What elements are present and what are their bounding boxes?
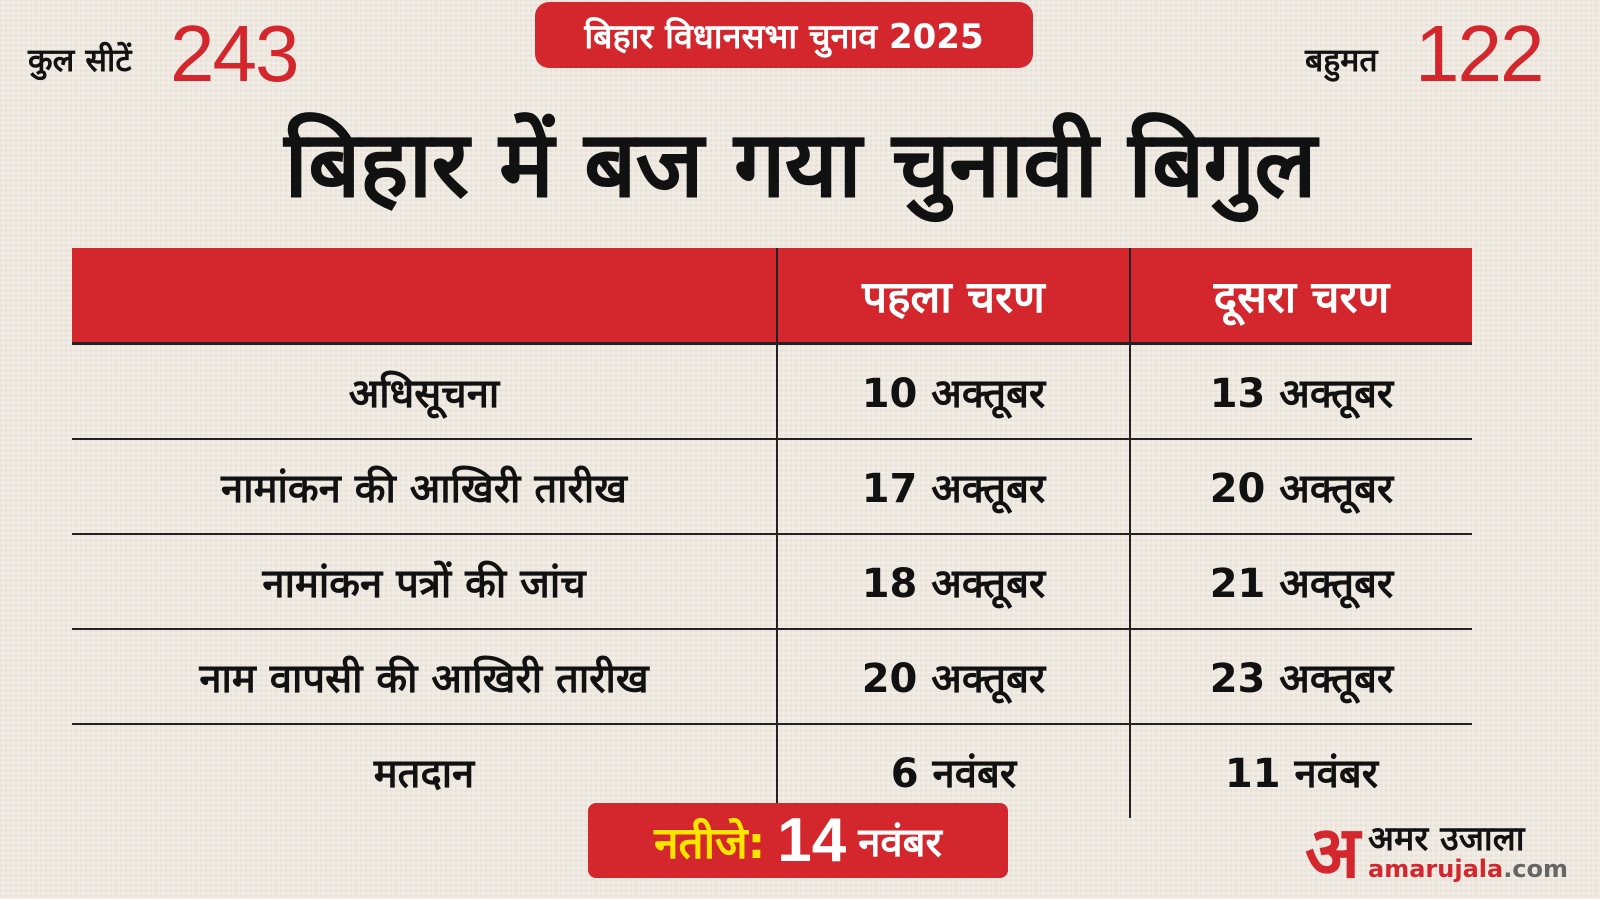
row-label: मतदान xyxy=(72,723,777,818)
header-phase-1: पहला चरण xyxy=(776,248,1130,344)
row-label: अधिसूचना xyxy=(72,342,777,439)
row-label: नाम वापसी की आखिरी तारीख xyxy=(72,628,777,724)
majority-label: बहुमत xyxy=(1305,41,1378,79)
logo-mark-icon: अ xyxy=(1305,810,1361,894)
logo-site: amarujala.com xyxy=(1368,856,1568,882)
phase-2-date: 21 अक्तूबर xyxy=(1129,533,1472,629)
phase-2-date: 13 अक्तूबर xyxy=(1129,342,1472,439)
result-date-banner: नतीजे: 14 नवंबर xyxy=(588,803,1008,878)
phase-1-date: 18 अक्तूबर xyxy=(776,533,1130,629)
header-blank xyxy=(72,248,777,344)
header-phase-2: दूसरा चरण xyxy=(1129,248,1472,344)
table-row: नामांकन पत्रों की जांच 18 अक्तूबर 21 अक्तू… xyxy=(72,533,1472,629)
election-badge: बिहार विधानसभा चुनाव 2025 xyxy=(535,2,1033,68)
logo-site-tld: .com xyxy=(1503,854,1569,883)
phase-1-date: 10 अक्तूबर xyxy=(776,342,1130,439)
total-seats-label: कुल सीटें xyxy=(28,41,132,79)
row-label: नामांकन की आखिरी तारीख xyxy=(72,438,777,534)
table-row: नाम वापसी की आखिरी तारीख 20 अक्तूबर 23 अक्… xyxy=(72,628,1472,724)
result-label: नतीजे: xyxy=(654,817,766,869)
schedule-table: पहला चरण दूसरा चरण अधिसूचना 10 अक्तूबर 13 … xyxy=(72,248,1472,818)
headline: बिहार में बज गया चुनावी बिगुल xyxy=(284,111,1316,218)
result-month: नवंबर xyxy=(858,820,942,866)
result-day: 14 xyxy=(777,806,847,875)
amar-ujala-logo: अ अमर उजाला amarujala.com xyxy=(1305,812,1595,892)
logo-site-main: amarujala xyxy=(1368,854,1504,883)
phase-2-date: 11 नवंबर xyxy=(1129,723,1472,818)
majority-value: 122 xyxy=(1415,9,1544,98)
row-label: नामांकन पत्रों की जांच xyxy=(72,533,777,629)
phase-1-date: 20 अक्तूबर xyxy=(776,628,1130,724)
table-row: मतदान 6 नवंबर 11 नवंबर xyxy=(72,723,1472,818)
table-header-row: पहला चरण दूसरा चरण xyxy=(72,248,1472,344)
phase-2-date: 20 अक्तूबर xyxy=(1129,438,1472,534)
phase-1-date: 17 अक्तूबर xyxy=(776,438,1130,534)
total-seats-value: 243 xyxy=(170,9,299,98)
phase-1-date: 6 नवंबर xyxy=(776,723,1130,818)
table-row: नामांकन की आखिरी तारीख 17 अक्तूबर 20 अक्तू… xyxy=(72,438,1472,534)
logo-name: अमर उजाला xyxy=(1368,818,1525,859)
table-row: अधिसूचना 10 अक्तूबर 13 अक्तूबर xyxy=(72,342,1472,439)
phase-2-date: 23 अक्तूबर xyxy=(1129,628,1472,724)
